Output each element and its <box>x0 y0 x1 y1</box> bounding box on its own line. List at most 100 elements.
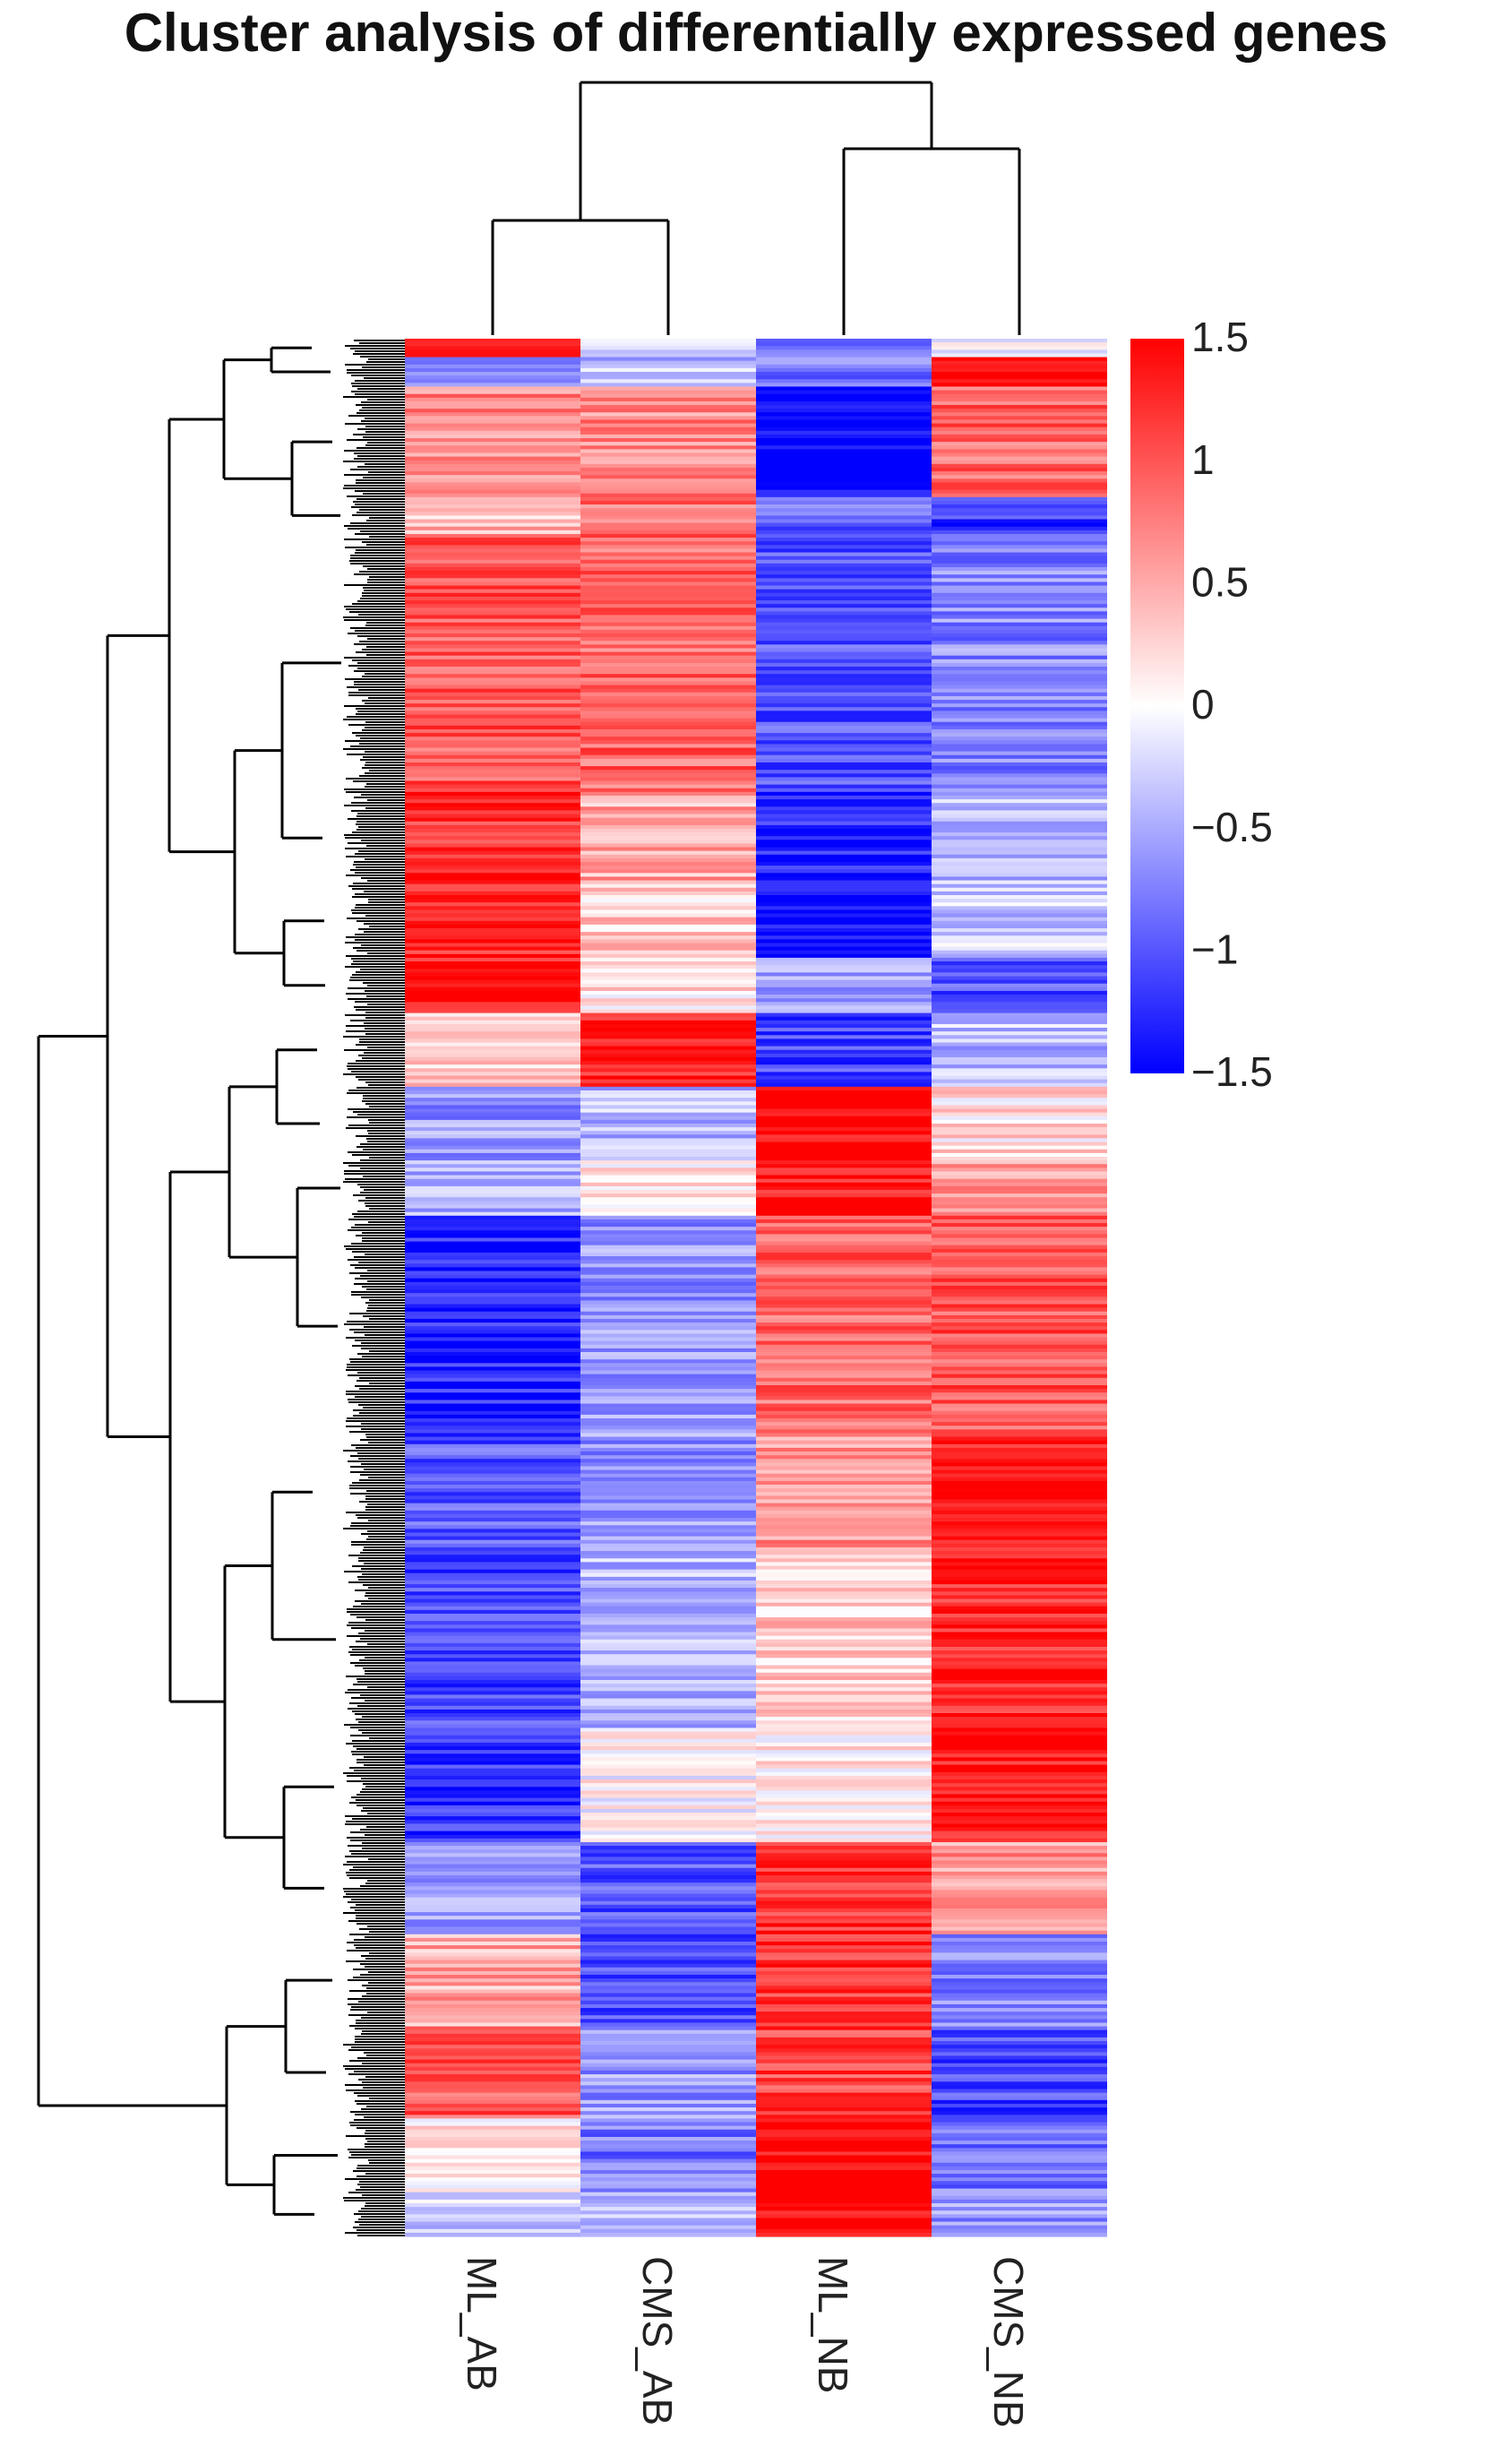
heatmap-cell <box>580 2026 756 2031</box>
heatmap-cell <box>580 976 756 981</box>
heatmap-cell <box>405 924 580 929</box>
heatmap-cell <box>405 685 580 690</box>
heatmap-cell <box>932 700 1107 704</box>
heatmap-cell <box>756 1252 932 1257</box>
heatmap-cell <box>756 1116 932 1121</box>
heatmap-cell <box>405 1289 580 1294</box>
heatmap-cell <box>756 548 932 554</box>
heatmap-cell <box>756 622 932 627</box>
heatmap-cell <box>405 375 580 380</box>
heatmap-cell <box>756 1775 932 1780</box>
heatmap-cell <box>756 681 932 686</box>
heatmap-cell <box>756 1713 932 1718</box>
heatmap-cell <box>580 681 756 686</box>
heatmap-cell <box>580 659 756 664</box>
heatmap-cell <box>756 758 932 763</box>
heatmap-cell <box>405 1562 580 1567</box>
heatmap-cell <box>932 1433 1107 1438</box>
heatmap-cell <box>580 784 756 789</box>
heatmap-cell <box>580 887 756 892</box>
heatmap-cell <box>580 965 756 969</box>
heatmap-cell <box>756 364 932 369</box>
heatmap-cell <box>405 1874 580 1880</box>
heatmap-cell <box>580 688 756 694</box>
heatmap-cell <box>580 1314 756 1320</box>
heatmap-cell <box>932 648 1107 653</box>
heatmap-cell <box>756 869 932 874</box>
heatmap-cell <box>580 655 756 660</box>
heatmap-cell <box>580 1160 756 1165</box>
heatmap-cell <box>932 2136 1107 2141</box>
heatmap-cell <box>756 1757 932 1762</box>
heatmap-cell <box>405 1658 580 1663</box>
heatmap-cell <box>405 2059 580 2064</box>
heatmap-cell <box>580 2225 756 2230</box>
heatmap-cell <box>756 1738 932 1744</box>
heatmap-cell <box>932 1112 1107 1117</box>
heatmap-cell <box>580 857 756 863</box>
heatmap-cell <box>405 449 580 454</box>
heatmap-cell <box>756 2214 932 2219</box>
heatmap-cell <box>932 1702 1107 1707</box>
heatmap-cell <box>580 1016 756 1021</box>
heatmap-cell <box>756 438 932 443</box>
heatmap-cell <box>580 703 756 708</box>
heatmap-cell <box>932 1572 1107 1578</box>
heatmap-cell <box>405 423 580 428</box>
heatmap-cell <box>756 920 932 926</box>
heatmap-cell <box>405 1967 580 1972</box>
heatmap-cell <box>405 1377 580 1383</box>
heatmap-cell <box>756 817 932 823</box>
heatmap-cell <box>405 1705 580 1710</box>
heatmap-cell <box>405 401 580 406</box>
heatmap-cell <box>405 1893 580 1899</box>
heatmap-cell <box>756 1698 932 1703</box>
heatmap-cell <box>756 2166 932 2171</box>
heatmap-cell <box>405 1023 580 1029</box>
heatmap-cell <box>756 2129 932 2134</box>
heatmap-cell <box>756 1546 932 1552</box>
heatmap-cell <box>580 1717 756 1721</box>
heatmap-cell <box>580 1094 756 1098</box>
heatmap-cell <box>580 2144 756 2149</box>
heatmap-cell <box>756 1727 932 1733</box>
heatmap-cell <box>405 1738 580 1744</box>
heatmap-cell <box>932 372 1107 376</box>
heatmap-cell <box>405 1452 580 1456</box>
heatmap-cell <box>756 1970 932 1976</box>
heatmap-cell <box>932 920 1107 926</box>
heatmap-cell <box>405 1256 580 1261</box>
heatmap-cell <box>756 1525 932 1529</box>
heatmap-cell <box>580 850 756 856</box>
heatmap-cell <box>405 349 580 355</box>
heatmap-cell <box>932 692 1107 697</box>
heatmap-cell <box>756 990 932 995</box>
heatmap-cell <box>756 357 932 362</box>
heatmap-cell <box>756 806 932 812</box>
heatmap-cell <box>580 1565 756 1571</box>
heatmap-cell <box>756 2132 932 2138</box>
heatmap-cell <box>405 390 580 395</box>
heatmap-cell <box>756 1602 932 1607</box>
heatmap-cell <box>932 902 1107 907</box>
heatmap-cell <box>932 1790 1107 1796</box>
heatmap-cell <box>756 1709 932 1714</box>
heatmap-cell <box>405 1094 580 1098</box>
heatmap-cell <box>932 1414 1107 1419</box>
heatmap-cell <box>580 1937 756 1943</box>
heatmap-cell <box>580 538 756 542</box>
heatmap-cell <box>932 1588 1107 1592</box>
heatmap-cell <box>405 1112 580 1117</box>
heatmap-cell <box>405 1082 580 1088</box>
heatmap-cell <box>932 1838 1107 1843</box>
heatmap-cell <box>405 814 580 819</box>
heatmap-cell <box>405 1396 580 1401</box>
heatmap-cell <box>580 1658 756 1663</box>
heatmap-cell <box>932 1252 1107 1257</box>
heatmap-cell <box>580 1595 756 1600</box>
heatmap-cell <box>580 2115 756 2119</box>
heatmap-cell <box>405 725 580 730</box>
heatmap-cell <box>405 1488 580 1493</box>
heatmap-cell <box>405 364 580 369</box>
heatmap-cell <box>580 1551 756 1555</box>
